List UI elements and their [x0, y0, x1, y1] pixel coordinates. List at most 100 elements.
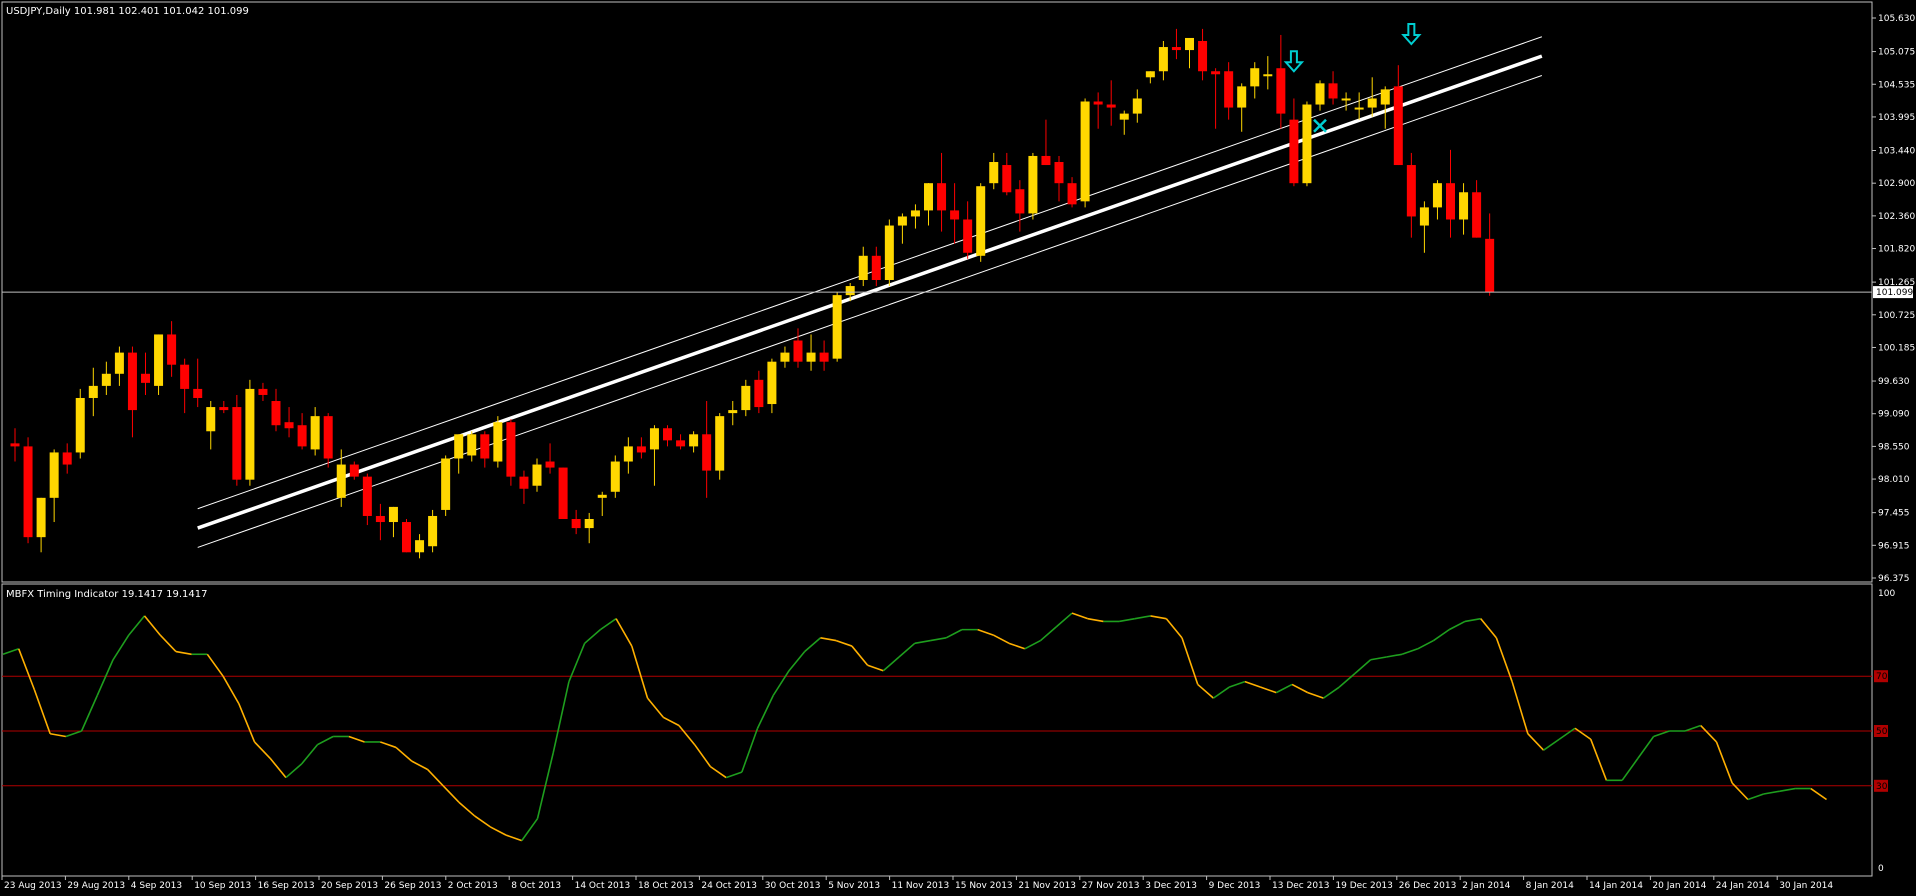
bear-candle	[1485, 213, 1495, 296]
indicator-segment	[1558, 727, 1576, 740]
candle-body	[1380, 89, 1390, 105]
candle-body	[910, 210, 920, 217]
candle-body	[297, 425, 307, 447]
candle-body	[23, 446, 33, 538]
indicator-segment	[411, 760, 428, 771]
indicator-segment	[175, 650, 192, 656]
bull-candle	[884, 219, 894, 287]
candle-body	[754, 379, 764, 408]
time-tick-label: 2 Jan 2014	[1462, 881, 1510, 891]
candle-body	[623, 446, 633, 462]
indicator-segment	[1621, 757, 1639, 781]
candle-body	[1145, 71, 1155, 78]
time-tick-label: 30 Jan 2014	[1779, 881, 1833, 891]
candle-body	[1171, 47, 1181, 51]
candle-body	[806, 352, 816, 362]
indicator-segment	[1008, 642, 1026, 650]
indicator-segment	[536, 752, 554, 819]
bear-candle	[871, 246, 881, 287]
candle-body	[819, 352, 829, 362]
indicator-segment	[206, 653, 224, 677]
candle-body	[415, 540, 425, 553]
time-tick-label: 20 Sep 2013	[321, 881, 378, 891]
bull-candle	[114, 346, 124, 386]
candle-body	[1054, 162, 1064, 184]
indicator-segment	[1260, 686, 1277, 694]
indicator-segment	[584, 629, 601, 644]
bull-candle	[1380, 86, 1390, 129]
indicator-segment	[552, 681, 570, 754]
indicator-segment	[662, 716, 680, 727]
bear-candle	[754, 370, 764, 414]
bear-candle	[1224, 62, 1234, 120]
bear-candle	[1276, 34, 1286, 129]
indicator-segment	[1763, 790, 1780, 795]
main-pane[interactable]: USDJPY,Daily 101.981 102.401 101.042 101…	[1, 1, 1915, 584]
time-tick-label: 8 Oct 2013	[511, 881, 561, 891]
bear-candle	[10, 428, 20, 462]
candle-body	[715, 416, 725, 471]
indicator-segment	[1684, 724, 1702, 732]
bull-candle	[1419, 201, 1429, 253]
candle-body	[114, 352, 124, 374]
bull-candle	[1028, 152, 1038, 220]
bull-candle	[649, 425, 659, 486]
candle-body	[1119, 113, 1129, 120]
indicator-segment	[269, 757, 287, 779]
bear-candle	[219, 401, 229, 414]
bull-candle	[206, 401, 216, 450]
candle-body	[428, 515, 438, 547]
bull-candle	[388, 506, 398, 538]
indicator-segment	[1228, 680, 1246, 688]
candle-body	[871, 255, 881, 280]
indicator-segment	[1323, 686, 1340, 699]
indicator-segment	[1134, 615, 1151, 620]
indicator-segment	[17, 648, 36, 691]
bull-candle	[493, 416, 503, 468]
candle-body	[245, 388, 255, 480]
time-tick-label: 2 Oct 2013	[448, 881, 498, 891]
indicator-scale-bottom: 0	[1878, 864, 1884, 874]
candle-body	[558, 467, 568, 520]
indicator-segment	[505, 834, 523, 842]
indicator-segment	[1433, 628, 1450, 642]
indicator-segment	[426, 768, 444, 787]
bear-candle	[271, 388, 281, 432]
candle-body	[1472, 192, 1482, 238]
candle-body	[519, 476, 529, 489]
indicator-segment	[128, 615, 146, 636]
bull-candle	[780, 346, 790, 368]
price-tick-label: 101.820	[1878, 245, 1915, 255]
indicator-segment	[1244, 680, 1261, 688]
bear-candle	[323, 413, 333, 468]
indicator-segment	[804, 637, 821, 653]
indicator-level-tag	[1874, 670, 1888, 683]
bear-candle	[663, 425, 672, 447]
candle-body	[1198, 40, 1208, 72]
candle-body	[780, 352, 790, 362]
candle-body	[702, 434, 712, 471]
indicator-level-label: 30	[1876, 782, 1888, 792]
indicator-segment	[50, 732, 67, 738]
candle-body	[937, 183, 947, 211]
bear-candle	[127, 346, 137, 438]
bull-candle	[1237, 83, 1247, 132]
indicator-segment	[1197, 683, 1214, 699]
time-tick-label: 13 Dec 2013	[1272, 881, 1330, 891]
candle-body	[232, 407, 242, 480]
bear-candle	[193, 358, 203, 408]
indicator-segment	[1480, 618, 1498, 639]
bull-candle	[310, 407, 320, 456]
candle-body	[597, 494, 607, 498]
indicator-segment	[741, 727, 759, 773]
time-tick-label: 23 Aug 2013	[4, 881, 62, 891]
bull-candle	[741, 379, 751, 417]
candle-body	[441, 458, 451, 510]
time-tick-label: 8 Jan 2014	[1526, 881, 1574, 891]
bear-candle	[937, 152, 947, 232]
indicator-pane[interactable]: MBFX Timing Indicator 19.1417 19.1417 10…	[1, 583, 1895, 877]
candle-body	[1041, 155, 1051, 166]
indicator-segment	[772, 670, 790, 696]
time-tick-label: 29 Aug 2013	[67, 881, 125, 891]
